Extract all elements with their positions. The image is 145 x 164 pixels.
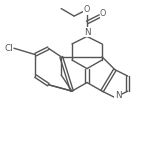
- Text: N: N: [115, 91, 121, 100]
- Text: O: O: [100, 10, 106, 18]
- Text: O: O: [84, 5, 90, 14]
- Text: N: N: [84, 28, 90, 37]
- Text: Cl: Cl: [4, 44, 13, 53]
